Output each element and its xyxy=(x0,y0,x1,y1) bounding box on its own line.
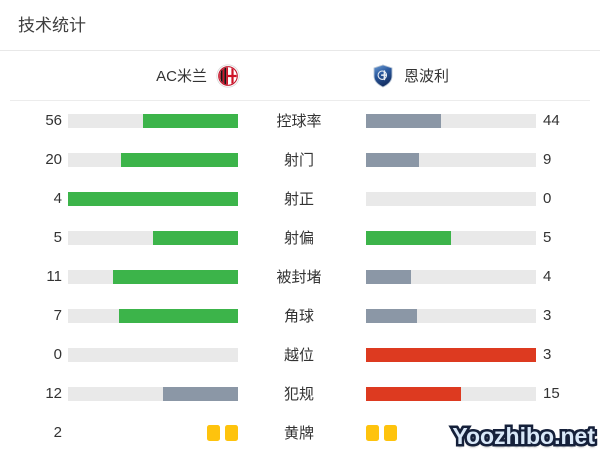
home-bar-fill xyxy=(120,152,238,167)
away-bar-fill xyxy=(366,113,441,128)
away-bar-fill xyxy=(366,386,461,401)
home-bar-track xyxy=(68,230,238,245)
empoli-crest-icon xyxy=(373,64,393,87)
away-value: 3 xyxy=(543,346,552,363)
away-bar-fill xyxy=(366,308,417,323)
home-value: 20 xyxy=(45,151,62,168)
stat-label: 被封堵 xyxy=(276,269,322,286)
stat-label: 射偏 xyxy=(283,230,314,247)
away-bar-track xyxy=(366,308,536,323)
watermark: Yoozhibo.net Yoozhibo.net xyxy=(450,422,598,450)
home-bar-track xyxy=(68,152,238,167)
away-bar-track xyxy=(366,152,536,167)
away-bar-fill xyxy=(366,230,451,245)
away-bar-fill xyxy=(366,152,419,167)
page-title: 技术统计 xyxy=(18,16,86,35)
home-team-header: AC米兰 xyxy=(0,51,240,100)
home-bar-fill xyxy=(119,308,238,323)
away-bar-track xyxy=(366,424,536,441)
away-bar-track xyxy=(366,386,536,401)
stats-rows: 56 控球率 44 20 射门 9 4 射正 0 5 xyxy=(0,101,600,452)
stat-row: 4 射正 0 xyxy=(0,179,600,218)
stat-label: 越位 xyxy=(283,347,314,364)
home-bar-fill xyxy=(68,191,238,206)
yellow-card-icon xyxy=(366,424,379,441)
home-bar-fill xyxy=(142,113,238,128)
home-value: 56 xyxy=(45,112,62,129)
away-value: 3 xyxy=(543,307,552,324)
stat-label: 角球 xyxy=(283,308,314,325)
home-value: 11 xyxy=(46,268,62,285)
home-bar-track xyxy=(68,386,238,401)
stat-row: 12 犯规 15 xyxy=(0,374,600,413)
home-bar-fill xyxy=(113,269,238,284)
teams-header: AC米兰 xyxy=(0,51,600,100)
header-divider xyxy=(10,100,590,101)
away-bar-fill xyxy=(366,269,412,284)
stat-label: 射正 xyxy=(283,191,314,208)
ac-milan-crest-icon xyxy=(216,63,240,88)
stat-row: 56 控球率 44 xyxy=(0,101,600,140)
away-bar-track xyxy=(366,347,536,362)
watermark-text: Yoozhibo.net xyxy=(452,423,595,449)
watermark-outline: Yoozhibo.net xyxy=(450,422,598,450)
away-value: 5 xyxy=(543,229,552,246)
away-bar-track xyxy=(366,230,536,245)
home-team-name: AC米兰 xyxy=(156,68,207,85)
home-value: 0 xyxy=(53,346,62,363)
home-bar-track xyxy=(68,191,238,206)
away-team-name: 恩波利 xyxy=(404,68,450,85)
away-bar-track xyxy=(366,191,536,206)
home-value: 2 xyxy=(53,424,62,441)
stat-label: 射门 xyxy=(283,152,314,169)
home-bar-track xyxy=(68,113,238,128)
away-value: 0 xyxy=(543,190,552,207)
away-team-header: 恩波利 xyxy=(371,51,449,100)
home-value: 12 xyxy=(45,385,62,402)
away-value: 44 xyxy=(543,112,560,129)
home-bar-track xyxy=(68,269,238,284)
home-bar-track xyxy=(68,424,238,441)
yellow-card-icon xyxy=(207,424,220,441)
stat-label: 黄牌 xyxy=(283,425,314,442)
stat-row: 7 角球 3 xyxy=(0,296,600,335)
away-bar-track xyxy=(366,113,536,128)
stat-label: 犯规 xyxy=(283,386,314,403)
yellow-card-icon xyxy=(225,424,238,441)
home-value: 7 xyxy=(53,307,62,324)
title-divider xyxy=(0,50,600,51)
home-bar-fill xyxy=(162,386,238,401)
away-value: 4 xyxy=(543,268,552,285)
home-value: 4 xyxy=(53,190,62,207)
away-value: 15 xyxy=(543,385,560,402)
stat-row: 0 越位 3 xyxy=(0,335,600,374)
home-value: 5 xyxy=(53,229,62,246)
stat-row: 20 射门 9 xyxy=(0,140,600,179)
stat-row: 2 黄牌 xyxy=(0,413,600,452)
away-bar-fill xyxy=(366,347,536,362)
home-bar-track xyxy=(68,308,238,323)
home-bar-fill xyxy=(153,230,238,245)
stat-row: 5 射偏 5 xyxy=(0,218,600,257)
away-value: 9 xyxy=(543,151,552,168)
stat-row: 11 被封堵 4 xyxy=(0,257,600,296)
home-bar-track xyxy=(68,347,238,362)
away-bar-track xyxy=(366,269,536,284)
stat-label: 控球率 xyxy=(276,113,322,130)
yellow-card-icon xyxy=(384,424,397,441)
